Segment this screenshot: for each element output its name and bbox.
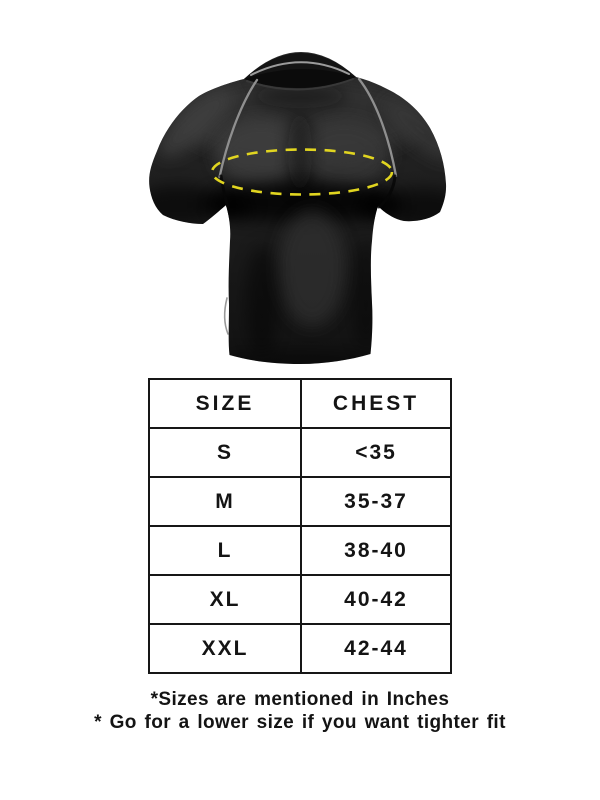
right-raglan-seam-line [357,77,398,178]
left-raglan-seam-line [218,78,259,179]
chest-value: 38-40 [344,538,408,562]
chest-measurement-line [210,148,394,196]
size-row-m: M 35-37 [150,476,450,525]
collar [244,52,356,91]
size-chart-header-row: SIZE CHEST [150,380,450,427]
size-value: M [150,478,302,525]
left-side-seam-highlight [223,297,229,335]
collar-inner-rim-highlight [250,61,350,76]
size-chart-table: SIZE CHEST S <35 M 35-37 L 38-40 XL 40-4… [148,378,452,674]
size-value: XL [150,576,302,623]
chest-value: 40-42 [344,587,408,611]
footer-notes: *Sizes are mentioned in Inches * Go for … [0,688,600,734]
tshirt-illustration [149,51,447,364]
left-underarm-crease [219,174,229,208]
header-size: SIZE [150,380,302,427]
note-tighter-fit: * Go for a lower size if you want tighte… [94,712,506,733]
chest-value: 42-44 [344,636,408,660]
size-row-s: S <35 [150,427,450,476]
size-row-l: L 38-40 [150,525,450,574]
right-underarm-crease [377,174,397,209]
size-row-xxl: XXL 42-44 [150,623,450,672]
size-row-xl: XL 40-42 [150,574,450,623]
front-neckline-seam [246,78,354,91]
chest-value: 35-37 [344,489,408,513]
size-value: S [150,429,302,476]
note-units: *Sizes are mentioned in Inches [150,689,450,710]
size-value: XXL [150,625,302,672]
size-value: L [150,527,302,574]
chest-value: <35 [355,440,397,464]
header-chest: CHEST [332,391,420,415]
